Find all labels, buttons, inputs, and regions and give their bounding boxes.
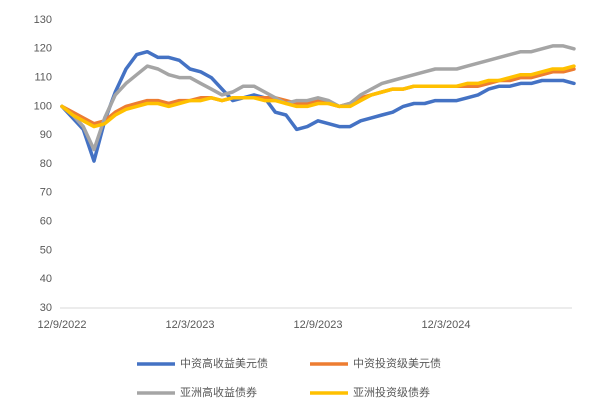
y-tick-label: 60 bbox=[40, 216, 52, 228]
x-tick-label: 12/3/2024 bbox=[422, 319, 471, 331]
x-tick-label: 12/3/2023 bbox=[166, 319, 215, 331]
legend-label: 亚洲投资级债券 bbox=[353, 385, 430, 399]
legend-label: 中资投资级美元债 bbox=[353, 356, 441, 370]
series-line bbox=[60, 67, 576, 126]
y-tick-label: 100 bbox=[34, 100, 52, 112]
legend-label: 中资高收益美元债 bbox=[180, 356, 268, 370]
series-line bbox=[60, 44, 576, 152]
x-tick-label: 12/9/2023 bbox=[294, 319, 343, 331]
y-tick-label: 130 bbox=[34, 14, 52, 26]
series-line bbox=[60, 64, 576, 129]
series-line bbox=[60, 49, 576, 163]
y-tick-label: 50 bbox=[40, 244, 52, 256]
legend-label: 亚洲高收益债券 bbox=[180, 385, 257, 399]
y-tick-label: 90 bbox=[40, 129, 52, 141]
y-tick-label: 40 bbox=[40, 273, 52, 285]
y-tick-label: 70 bbox=[40, 187, 52, 199]
y-tick-label: 110 bbox=[34, 72, 52, 84]
y-tick-label: 80 bbox=[40, 158, 52, 170]
y-tick-label: 120 bbox=[34, 43, 52, 55]
y-tick-label: 30 bbox=[40, 302, 52, 314]
x-tick-label: 12/9/2022 bbox=[38, 319, 87, 331]
